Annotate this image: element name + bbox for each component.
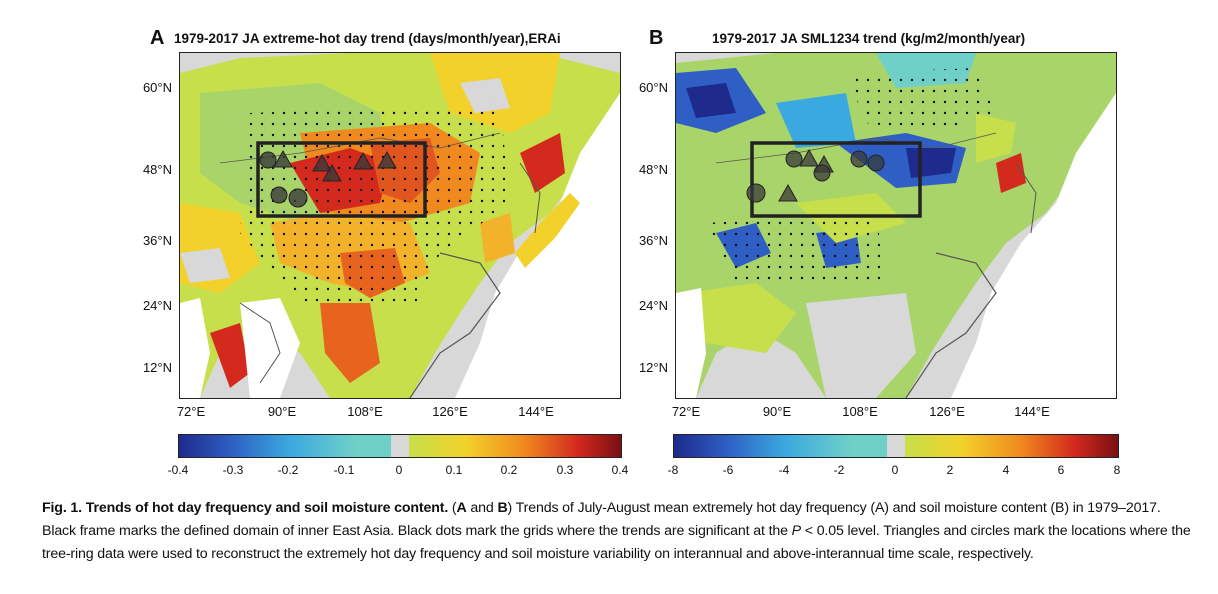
panel-a-lat-label: 60°N <box>142 80 172 95</box>
caption-text: < 0.05 level. Triangles and circles mark… <box>42 523 1191 562</box>
panel-a-colorbar-tick: 0.3 <box>556 463 574 477</box>
panel-b-map <box>675 52 1117 399</box>
panel-a-lat-label: 36°N <box>142 233 172 248</box>
panel-a-lon-label: 126°E <box>432 404 468 419</box>
panel-b-colorbar-tick: 8 <box>1113 463 1121 477</box>
panel-a-lon-label: 108°E <box>347 404 383 419</box>
panel-b-lat-label: 24°N <box>638 298 668 313</box>
panel-b-colorbar <box>673 434 1119 458</box>
panel-a-lon-label: 144°E <box>518 404 554 419</box>
panel-a-lat-label: 12°N <box>142 360 172 375</box>
panel-b-colorbar-tick: 2 <box>946 463 954 477</box>
panel-b-lon-label: 144°E <box>1014 404 1050 419</box>
panel-a-map <box>179 52 621 399</box>
panel-a-colorbar-tick: -0.3 <box>222 463 244 477</box>
panel-b-lon-label: 72°E <box>671 404 701 419</box>
panel-a-lat-label: 48°N <box>142 162 172 177</box>
panel-b-colorbar-tick: 4 <box>1002 463 1010 477</box>
panel-b-lon-label: 108°E <box>842 404 878 419</box>
panel-b-colorbar-tick: -2 <box>833 463 845 477</box>
panel-a-domain-frame <box>256 141 427 218</box>
panel-b-colorbar-tick: -6 <box>722 463 734 477</box>
panel-a-colorbar-tick: 0.1 <box>445 463 463 477</box>
panel-b-domain-frame <box>750 141 922 218</box>
panel-a-colorbar-tick: 0.2 <box>500 463 518 477</box>
panel-b-lat-label: 36°N <box>638 233 668 248</box>
panel-a-lon-label: 72°E <box>176 404 206 419</box>
panel-b-colorbar-tick: -8 <box>667 463 679 477</box>
panel-a-map-graphic <box>180 53 620 398</box>
caption-text: ) Trends of July-August mean extremely h… <box>42 500 1161 539</box>
panel-b-colorbar-tick: 6 <box>1057 463 1065 477</box>
caption-figure-label: Fig. 1. Trends of hot day frequency and … <box>42 500 449 516</box>
panel-a-colorbar-tick: 0 <box>395 463 403 477</box>
panel-b-lat-label: 48°N <box>638 162 668 177</box>
caption-panel-ref: A <box>456 500 467 516</box>
panel-a-colorbar-tick: -0.4 <box>167 463 189 477</box>
panel-a-colorbar-tick: -0.1 <box>333 463 355 477</box>
panel-b-letter: B <box>649 27 664 49</box>
panel-b-lon-label: 90°E <box>762 404 792 419</box>
panel-b-colorbar-tick: -4 <box>778 463 790 477</box>
panel-b-lon-label: 126°E <box>929 404 965 419</box>
panel-a-letter: A <box>150 27 165 49</box>
figure-caption: Fig. 1. Trends of hot day frequency and … <box>42 497 1192 566</box>
caption-text: ( <box>448 500 457 516</box>
panel-b-lat-label: 12°N <box>638 360 668 375</box>
panel-b-title: 1979-2017 JA SML1234 trend (kg/m2/month/… <box>712 31 1026 46</box>
panel-b-lat-label: 60°N <box>638 80 668 95</box>
caption-text: and <box>466 500 498 516</box>
panel-a-colorbar-tick: -0.2 <box>277 463 299 477</box>
caption-panel-ref: B <box>497 500 508 516</box>
caption-p-symbol: P <box>791 523 801 539</box>
panel-a-lon-label: 90°E <box>267 404 297 419</box>
panel-a-colorbar <box>178 434 622 458</box>
panel-a-lat-label: 24°N <box>142 298 172 313</box>
panel-a-title: 1979-2017 JA extreme-hot day trend (days… <box>174 31 561 46</box>
panel-a-colorbar-tick: 0.4 <box>611 463 629 477</box>
panel-b-map-graphic <box>676 53 1116 398</box>
panel-b-colorbar-tick: 0 <box>891 463 899 477</box>
